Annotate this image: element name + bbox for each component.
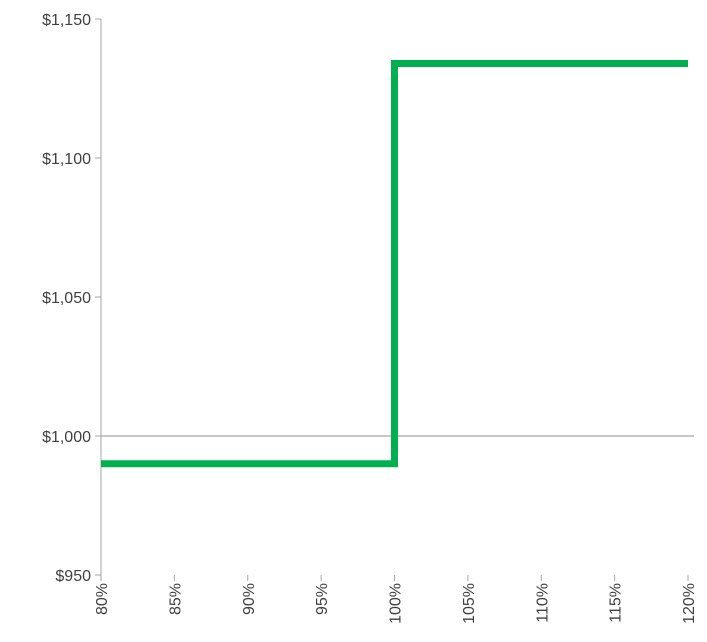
y-tick-label: $1,050 [42, 290, 91, 307]
x-tick-label: 80% [94, 583, 111, 615]
x-tick-label: 120% [681, 583, 698, 624]
x-tick-label: 95% [314, 583, 331, 615]
series-line [101, 59, 688, 468]
y-tick-label: $1,150 [42, 12, 91, 29]
x-tick-label: 115% [608, 583, 625, 623]
series-group [101, 59, 688, 468]
y-tick-label: $1,000 [42, 429, 91, 446]
x-tick-label: 90% [241, 583, 258, 615]
y-axis: $950 $1,000 $1,050 $1,100 $1,150 [42, 12, 102, 585]
x-tick-label: 110% [534, 583, 551, 623]
y-tick-label: $1,100 [42, 151, 91, 168]
x-tick-label: 105% [461, 583, 478, 624]
y-tick-label: $950 [55, 568, 91, 585]
x-axis: 80% 85% 90% 95% 100% 105% 110% 115% 120% [94, 575, 698, 624]
x-tick-label: 100% [388, 583, 405, 624]
x-tick-label: 85% [167, 583, 184, 615]
